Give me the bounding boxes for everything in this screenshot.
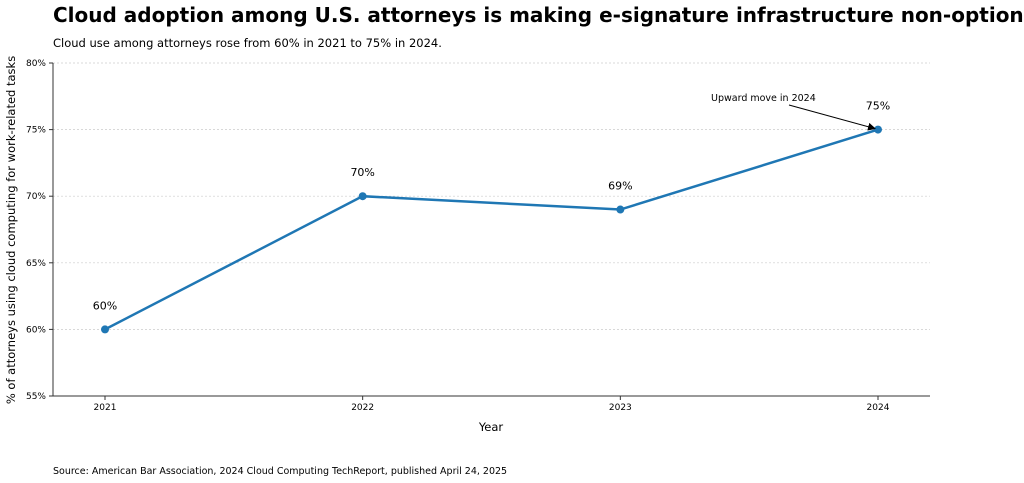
chart-title: Cloud adoption among U.S. attorneys is m… [53,3,1024,27]
y-tick-label: 80% [26,59,46,69]
data-point [616,205,625,214]
data-point [874,125,882,134]
data-point [358,192,367,201]
x-ticks: 2021 2022 2023 2024 [94,396,890,413]
data-label: 70% [350,166,374,179]
data-label: 69% [608,180,632,193]
series-line: 60% 70% 69% 75% [93,100,890,334]
x-tick-label: 2024 [867,403,890,413]
annotation-arrow [788,104,876,131]
series-polyline [104,128,879,331]
annotation: Upward move in 2024 [711,93,876,131]
x-tick-label: 2023 [609,403,632,413]
x-tick-label: 2022 [351,403,374,413]
chart-subtitle: Cloud use among attorneys rose from 60% … [53,36,442,50]
y-tick-label: 75% [26,126,46,136]
source-note: Source: American Bar Association, 2024 C… [53,466,507,477]
x-tick-label: 2021 [94,403,117,413]
y-ticks: 55% 60% 65% 70% 75% 80% [26,59,53,402]
y-tick-label: 60% [26,325,46,335]
annotation-text: Upward move in 2024 [711,93,816,104]
y-tick-label: 70% [26,192,46,202]
y-tick-label: 55% [26,392,46,402]
y-axis-label: % of attorneys using cloud computing for… [4,56,18,404]
data-point [101,325,109,334]
y-tick-label: 65% [26,259,46,269]
data-label: 75% [866,100,890,113]
data-label: 60% [93,299,117,312]
x-axis-label: Year [478,420,504,434]
